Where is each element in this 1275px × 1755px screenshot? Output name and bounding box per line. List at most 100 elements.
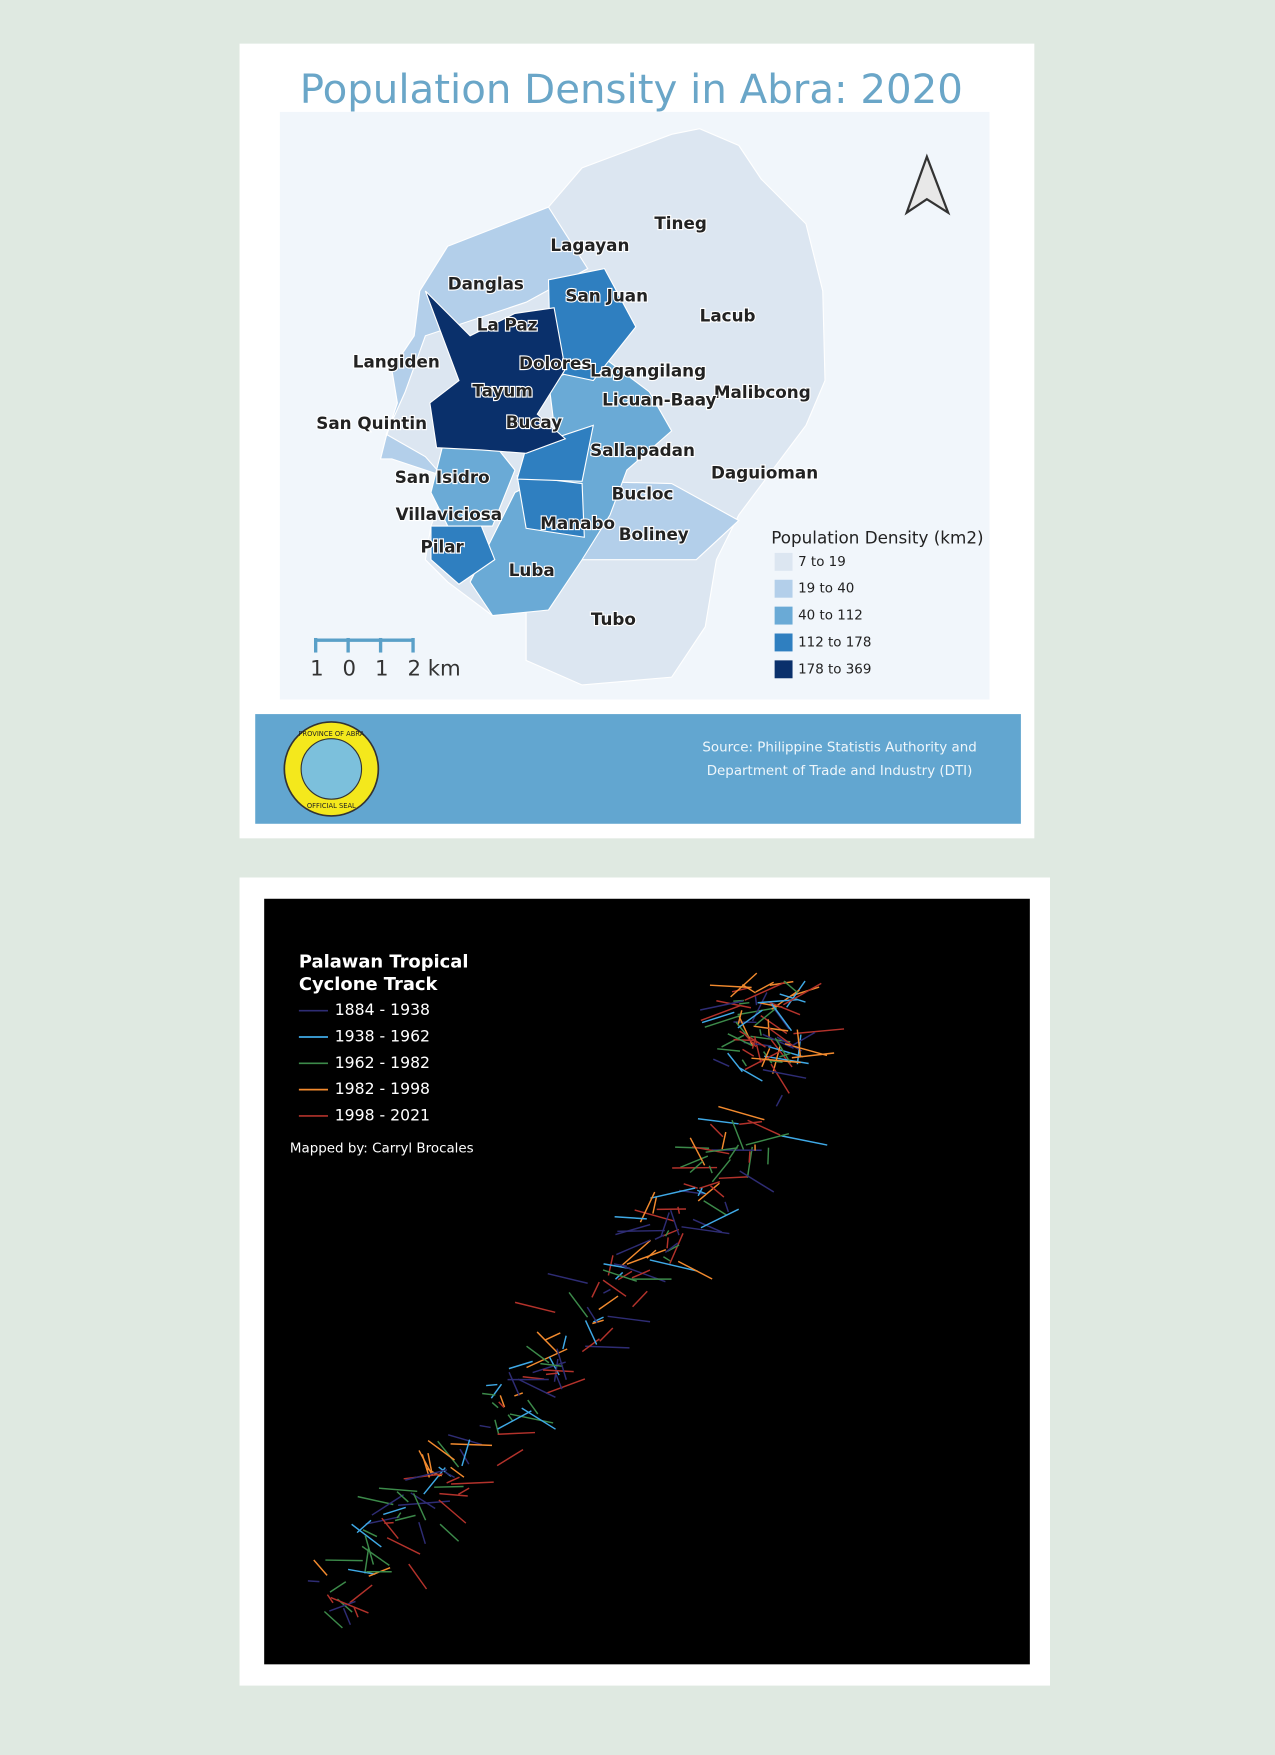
legend-swatch: [774, 552, 793, 571]
track-segment: [615, 1223, 651, 1236]
municipality-label: Villaviciosa: [396, 504, 502, 524]
track-segment: [762, 1033, 794, 1049]
track-segment: [521, 1407, 556, 1430]
track-segment: [508, 1360, 533, 1370]
track-segment: [791, 1052, 835, 1059]
track-segment: [718, 1105, 765, 1121]
track-segment: [556, 1348, 567, 1380]
municipality-label: Dolores: [519, 353, 591, 373]
track-segment: [705, 1147, 738, 1153]
track-segment: [697, 1182, 720, 1202]
track-segment: [421, 1454, 431, 1478]
track-segment: [383, 1506, 406, 1516]
track-segment: [412, 1493, 427, 1521]
track-segment: [664, 1230, 670, 1237]
track-segment: [639, 1191, 656, 1223]
track-segment: [679, 1155, 709, 1169]
track-segment: [509, 1413, 554, 1424]
municipality-label: Danglas: [448, 273, 524, 293]
track-segment: [716, 1000, 752, 1009]
track-segment: [423, 1467, 446, 1495]
track-segment: [540, 1362, 564, 1368]
track-segment: [325, 1559, 363, 1562]
track-segment: [683, 1183, 698, 1189]
track-segment: [745, 1133, 790, 1146]
municipality-label: Langiden: [353, 352, 440, 372]
track-segment: [526, 1345, 550, 1364]
track-segment: [739, 1030, 766, 1048]
track-segment: [677, 1260, 713, 1280]
track-segment: [396, 1491, 409, 1503]
track-segment: [342, 1607, 352, 1626]
track-segment: [769, 1002, 790, 1030]
track-segment: [482, 1392, 496, 1396]
track-segment: [585, 1345, 630, 1349]
track-segment: [517, 1378, 556, 1398]
track-segment: [754, 995, 758, 1006]
track-segment: [770, 1039, 793, 1068]
legend-title: Population Density (km2): [771, 527, 983, 547]
legend-label: 19 to 40: [798, 582, 854, 597]
track-segment: [751, 1057, 801, 1064]
track-segment: [508, 1371, 520, 1396]
track-segment: [796, 1029, 802, 1057]
track-segment: [418, 1522, 427, 1545]
track-segment: [362, 1529, 378, 1538]
track-segment: [439, 1523, 460, 1542]
track-segment: [491, 1402, 499, 1409]
track-segment: [365, 1516, 400, 1525]
track-segment: [614, 1216, 647, 1220]
cyclone-tracks: [307, 972, 845, 1629]
municipality-label: Malibcong: [714, 382, 811, 402]
region: [516, 424, 595, 482]
track-segment: [631, 1269, 651, 1279]
track-segment: [781, 1135, 828, 1146]
scale-bar: [313, 637, 415, 653]
municipality-label: Bucloc: [612, 484, 674, 504]
track-segment: [542, 1369, 574, 1373]
track-segment: [786, 980, 806, 1008]
region: [424, 290, 567, 454]
scale-label: 2 km: [407, 656, 460, 681]
track-legend: 1884 - 1938 1938 - 1962 1962 - 1982 1982 - …: [298, 1000, 430, 1124]
track-segment: [739, 1120, 763, 1125]
track-segment: [769, 1059, 783, 1064]
track-segment: [450, 1443, 493, 1447]
track-segment: [617, 1229, 665, 1233]
track-segment: [446, 1476, 460, 1484]
scale-label: 1: [375, 656, 389, 681]
track-segment: [584, 1320, 598, 1345]
track-segment: [384, 1521, 394, 1525]
track-segment: [444, 1471, 455, 1479]
track-segment: [703, 1200, 727, 1216]
track-segment: [731, 1119, 745, 1150]
track-segment: [378, 1487, 418, 1493]
track-segment: [634, 1209, 675, 1222]
track-segment: [434, 1485, 464, 1488]
footer-band: [255, 714, 1021, 824]
track-segment: [405, 1469, 448, 1481]
track-segment: [700, 1000, 744, 1011]
track-segment: [696, 1189, 706, 1195]
track-segment: [759, 1029, 762, 1036]
track-segment: [742, 984, 756, 994]
track-segment: [711, 1159, 731, 1183]
track-segment: [649, 1259, 698, 1272]
municipality-label: La Paz: [477, 315, 538, 335]
track-segment: [620, 1239, 652, 1267]
track-segment: [461, 1439, 471, 1467]
track-segment: [555, 1373, 563, 1390]
track-segment: [700, 1004, 741, 1022]
track-segment: [494, 1419, 500, 1435]
municipality-label: Daguioman: [711, 462, 818, 482]
track-segment: [532, 1361, 566, 1374]
track-segment: [592, 1316, 604, 1323]
track-segment: [783, 982, 822, 1006]
track-segment: [451, 1481, 494, 1485]
track-segment: [599, 1327, 614, 1342]
track-segment: [617, 1270, 633, 1281]
track-segment: [768, 1027, 794, 1047]
legend: 7 to 19 19 to 40 40 to 112 112 to 178 178 to…: [774, 552, 871, 679]
track-segment: [677, 1206, 681, 1214]
